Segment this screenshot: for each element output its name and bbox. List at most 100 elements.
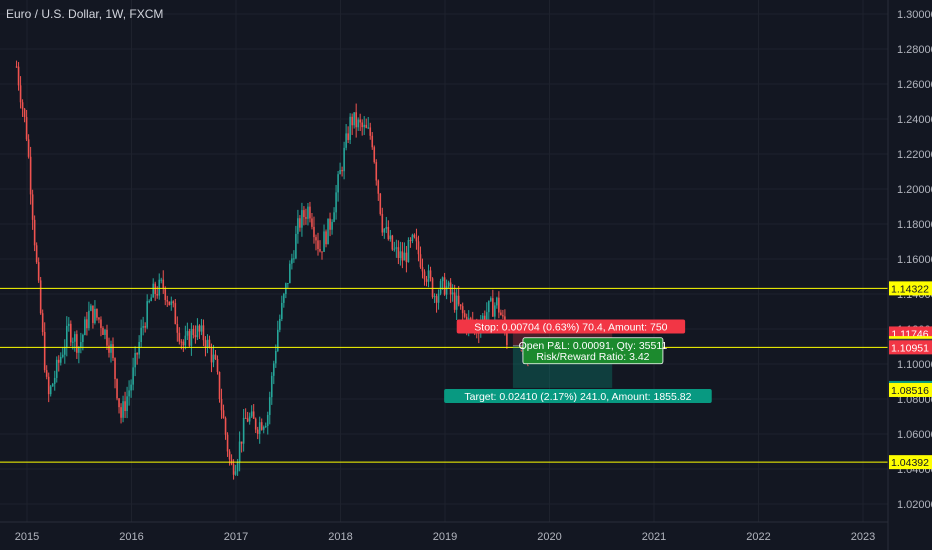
pnl-label-text: Open P&L: 0.00091, Qty: 35511 bbox=[519, 340, 668, 352]
candle-body bbox=[90, 305, 92, 311]
candle-body bbox=[80, 342, 82, 348]
candle-body bbox=[395, 247, 398, 249]
candle-body bbox=[23, 108, 26, 118]
candle-body bbox=[47, 376, 50, 395]
candle-body bbox=[144, 326, 146, 328]
candle-body bbox=[192, 329, 195, 336]
candle-body bbox=[130, 384, 132, 391]
candle-body bbox=[94, 308, 96, 323]
candles bbox=[15, 60, 508, 480]
candle-body bbox=[92, 305, 94, 323]
candle-body bbox=[492, 298, 494, 317]
candle-body bbox=[289, 263, 291, 284]
candle-body bbox=[315, 237, 317, 241]
candle-body bbox=[305, 217, 307, 219]
candle-body bbox=[341, 170, 343, 172]
stop-label-box-text: Stop: 0.00704 (0.63%) 70.4, Amount: 750 bbox=[474, 321, 667, 333]
candle-body bbox=[86, 319, 88, 329]
candle-body bbox=[459, 304, 462, 307]
candle-body bbox=[331, 221, 333, 230]
candle-body bbox=[483, 315, 486, 322]
stop-label-box[interactable]: Stop: 0.00704 (0.63%) 70.4, Amount: 750 bbox=[456, 319, 686, 334]
candle-body bbox=[216, 359, 219, 372]
horizontal-levels[interactable] bbox=[0, 287, 888, 463]
candle-body bbox=[254, 418, 257, 430]
candle-body bbox=[166, 300, 169, 302]
short-position-tool[interactable]: Stop: 0.00704 (0.63%) 70.4, Amount: 750 O… bbox=[444, 319, 712, 403]
candle-body bbox=[152, 283, 155, 298]
candle-body bbox=[381, 213, 384, 233]
candle-body bbox=[194, 335, 197, 338]
candle-body bbox=[260, 422, 263, 430]
price-tag-label: 1.08516 bbox=[891, 385, 929, 397]
candle-body bbox=[156, 293, 159, 296]
candle-body bbox=[274, 350, 277, 364]
target-label-box-text: Target: 0.02410 (2.17%) 241.0, Amount: 1… bbox=[464, 391, 691, 403]
candle-body bbox=[457, 295, 460, 305]
candle-body bbox=[409, 240, 412, 242]
price-tick-label: 1.06000 bbox=[897, 429, 932, 441]
price-tick-label: 1.02000 bbox=[897, 499, 932, 511]
candle-body bbox=[248, 416, 251, 422]
candle-body bbox=[240, 441, 243, 444]
candle-body bbox=[138, 341, 140, 355]
time-tick-label: 2015 bbox=[15, 531, 39, 543]
candle-body bbox=[178, 332, 181, 342]
candle-body bbox=[112, 344, 114, 359]
candle-body bbox=[258, 422, 261, 434]
candle-body bbox=[337, 174, 339, 193]
candle-body bbox=[429, 270, 432, 279]
price-tag-bg bbox=[889, 281, 932, 296]
candle-body bbox=[68, 323, 70, 326]
candle-body bbox=[70, 323, 72, 343]
candle-body bbox=[443, 277, 446, 295]
candle-body bbox=[363, 124, 366, 128]
grid bbox=[0, 0, 888, 522]
candle-body bbox=[208, 339, 211, 348]
candle-body bbox=[186, 331, 189, 336]
candle-body bbox=[31, 194, 34, 220]
price-tick-label: 1.30000 bbox=[897, 9, 932, 21]
candle-body bbox=[102, 327, 104, 335]
candle-body bbox=[321, 251, 323, 253]
candle-body bbox=[359, 119, 361, 123]
candle-body bbox=[490, 298, 492, 301]
candle-body bbox=[272, 363, 275, 376]
candle-body bbox=[61, 354, 64, 357]
candle-body bbox=[506, 329, 508, 346]
time-axis[interactable]: 2015 2016 2017 2018 2019 2020 2021 2022 2023 bbox=[15, 531, 875, 543]
candle-body bbox=[246, 418, 249, 422]
candle-body bbox=[122, 401, 124, 418]
candle-body bbox=[150, 297, 152, 302]
candle-body bbox=[279, 318, 281, 330]
candle-body bbox=[198, 325, 201, 332]
candle-body bbox=[148, 301, 150, 303]
candle-body bbox=[19, 85, 22, 103]
candle-body bbox=[15, 66, 18, 68]
candle-body bbox=[403, 252, 406, 261]
pnl-label-box[interactable]: Open P&L: 0.00091, Qty: 35511Risk/Reward… bbox=[519, 337, 668, 365]
candle-body bbox=[500, 312, 502, 316]
candle-body bbox=[45, 370, 48, 377]
price-tag-bg bbox=[889, 382, 932, 397]
target-label-box[interactable]: Target: 0.02410 (2.17%) 241.0, Amount: 1… bbox=[444, 388, 712, 403]
candle-body bbox=[65, 325, 68, 348]
price-axis[interactable]: 1.30000 1.28000 1.26000 1.24000 1.22000 1.200… bbox=[897, 9, 932, 511]
candle-body bbox=[323, 231, 325, 252]
candle-body bbox=[188, 331, 191, 346]
candle-body bbox=[120, 407, 122, 418]
candle-body bbox=[43, 332, 46, 371]
time-tick-label: 2016 bbox=[119, 531, 143, 543]
candle-body bbox=[333, 212, 335, 222]
time-tick-label: 2021 bbox=[642, 531, 666, 543]
candle-body bbox=[88, 310, 90, 329]
candle-body bbox=[53, 377, 56, 384]
candle-body bbox=[160, 279, 163, 281]
candle-body bbox=[313, 226, 315, 238]
candle-body bbox=[176, 324, 179, 333]
candle-body bbox=[264, 425, 267, 428]
candle-body bbox=[413, 234, 416, 238]
candle-body bbox=[461, 306, 464, 314]
candle-body bbox=[391, 235, 394, 250]
